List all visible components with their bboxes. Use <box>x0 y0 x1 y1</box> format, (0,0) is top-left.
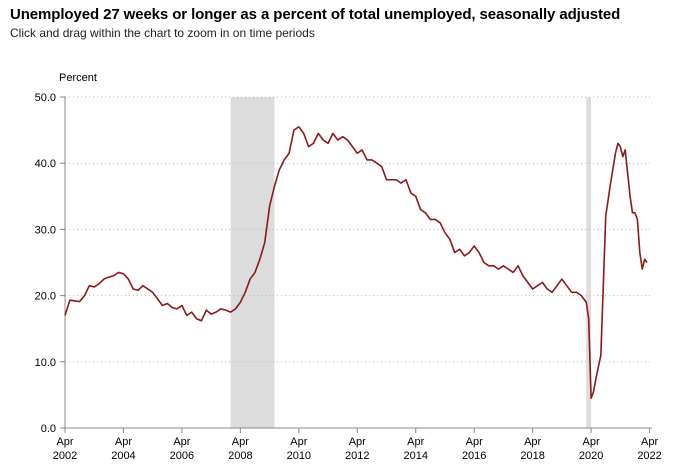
x-tick-label-year: 2016 <box>462 450 486 462</box>
recession-bands <box>230 97 592 428</box>
x-tick-label-month: Apr <box>232 436 249 448</box>
recession-band-2 <box>586 97 592 428</box>
x-tick-label-year: 2014 <box>403 450 427 462</box>
x-tick-label-year: 2018 <box>520 450 544 462</box>
x-tick-label-year: 2022 <box>637 450 661 462</box>
x-tick-label-year: 2020 <box>579 450 603 462</box>
series-line-1[interactable] <box>64 125 648 400</box>
x-tick-label-year: 2008 <box>228 450 252 462</box>
x-tick-label-month: Apr <box>173 436 190 448</box>
y-tick-label: 10.0 <box>35 357 56 369</box>
x-tick-label-month: Apr <box>641 436 658 448</box>
x-tick-label-month: Apr <box>349 436 366 448</box>
y-tick-label: 40.0 <box>35 158 56 170</box>
x-tick-label-year: 2004 <box>111 450 135 462</box>
gridlines <box>65 96 652 363</box>
y-tick-label: 50.0 <box>35 92 56 104</box>
x-tick-label-month: Apr <box>407 436 424 448</box>
x-tick-label-year: 2006 <box>170 450 194 462</box>
x-tick-label-month: Apr <box>56 436 73 448</box>
x-tick-label-month: Apr <box>524 436 541 448</box>
y-tick-label: 20.0 <box>35 291 56 303</box>
x-tick-label-month: Apr <box>115 436 132 448</box>
x-tick-label-year: 2010 <box>287 450 311 462</box>
x-tick-label-month: Apr <box>466 436 483 448</box>
chart-title: Unemployed 27 weeks or longer as a perce… <box>10 6 621 23</box>
y-axis-ticks: 0.0 10.0 20.0 30.0 40.0 50.0 <box>35 92 65 435</box>
y-axis-title: Percent <box>59 72 97 84</box>
x-tick-label-year: 2002 <box>53 450 77 462</box>
x-tick-label-year: 2012 <box>345 450 369 462</box>
series-group <box>64 125 648 400</box>
y-tick-label: 0.0 <box>41 423 56 435</box>
x-tick-label-month: Apr <box>290 436 307 448</box>
x-tick-label-month: Apr <box>583 436 600 448</box>
recession-band-1 <box>230 97 275 428</box>
chart-subtitle: Click and drag within the chart to zoom … <box>10 26 315 40</box>
x-axis-ticks: Apr 2002 Apr 2004 Apr 2006 Apr 2008 Apr 2010 Apr 20… <box>53 428 662 462</box>
y-tick-label: 30.0 <box>35 224 56 236</box>
